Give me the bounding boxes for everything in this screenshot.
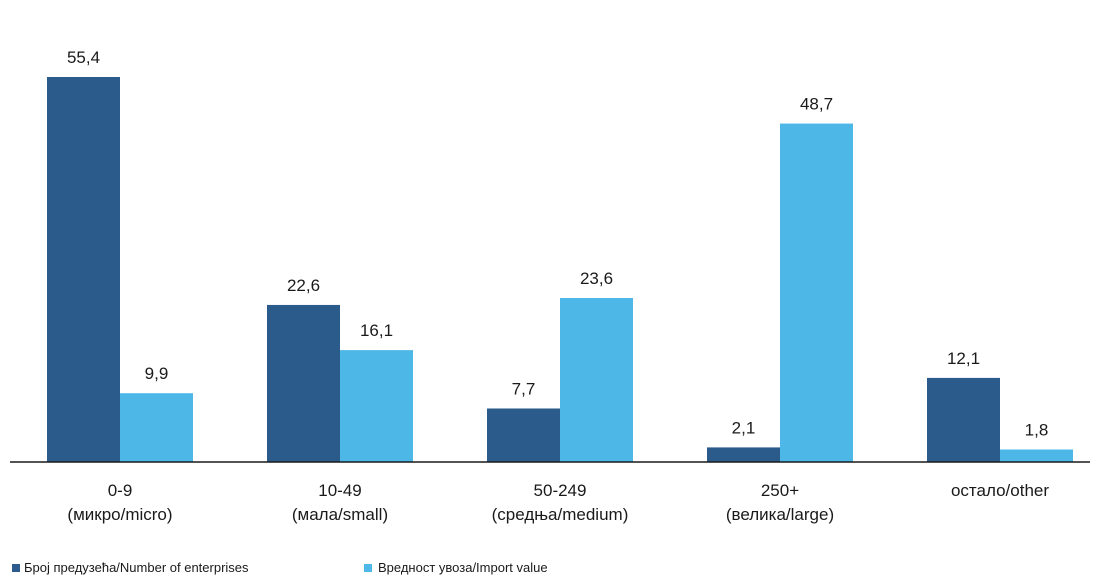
- category-label-4-line2: (велика/large): [726, 505, 834, 524]
- value-label-series1-cat3: 7,7: [512, 379, 536, 398]
- category-label-3-line1: 50-249: [534, 481, 587, 500]
- value-label-series1-cat5: 12,1: [947, 349, 980, 368]
- category-label-3-line2: (средња/medium): [492, 505, 629, 524]
- value-label-series2-cat2: 16,1: [360, 321, 393, 340]
- bar-series2-cat5: [1000, 449, 1073, 462]
- value-label-series1-cat2: 22,6: [287, 276, 320, 295]
- value-label-series1-cat1: 55,4: [67, 48, 100, 67]
- bar-series1-cat5: [927, 377, 1000, 462]
- legend-swatch-series2: [364, 564, 372, 572]
- category-label-5-line1: остало/other: [951, 481, 1049, 500]
- value-label-series2-cat1: 9,9: [145, 364, 169, 383]
- category-label-2-line2: (мала/small): [292, 505, 388, 524]
- value-label-series2-cat4: 48,7: [800, 95, 833, 114]
- category-labels-group: 0-9 (микро/micro) 10-49 (мала/small) 50-249 (…: [67, 481, 1049, 524]
- legend-label-series2: Вредност увоза/Import value: [378, 560, 548, 575]
- category-label-1-line1: 0-9: [108, 481, 133, 500]
- value-label-series2-cat3: 23,6: [580, 269, 613, 288]
- bar-series2-cat3: [560, 297, 633, 462]
- value-labels-group: 55,4 9,9 22,6 16,1 7,7 23,6 2,1 48,7 12,1 1,8: [67, 48, 1048, 439]
- value-label-series2-cat5: 1,8: [1025, 420, 1049, 439]
- value-label-series1-cat4: 2,1: [732, 418, 756, 437]
- bar-series2-cat2: [340, 350, 413, 462]
- legend-label-series1: Број предузећа/Number of enterprises: [24, 560, 249, 575]
- bar-series2-cat1: [120, 393, 193, 462]
- bar-series2-cat4: [780, 123, 853, 462]
- bar-series1-cat1: [47, 77, 120, 462]
- legend-swatch-series1: [12, 564, 20, 572]
- bar-series1-cat2: [267, 304, 340, 462]
- category-label-4-line1: 250+: [761, 481, 799, 500]
- bar-series1-cat3: [487, 408, 560, 462]
- bar-series1-cat4: [707, 447, 780, 462]
- bars-group: [47, 77, 1073, 462]
- legend: Број предузећа/Number of enterprises Вред…: [12, 560, 548, 575]
- category-label-2-line1: 10-49: [318, 481, 361, 500]
- category-label-1-line2: (микро/micro): [67, 505, 172, 524]
